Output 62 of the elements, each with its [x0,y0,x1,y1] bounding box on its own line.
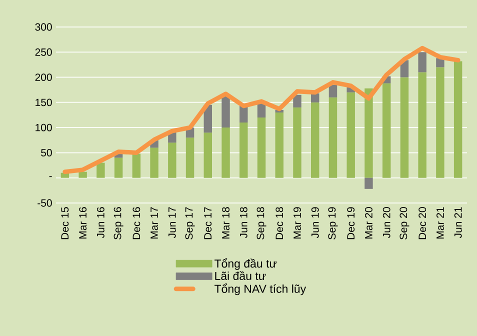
bar [364,178,373,189]
bar [240,122,248,178]
x-tick-label: Mar 16 [79,207,87,239]
bar [222,128,230,178]
bar [204,132,212,178]
x-tick-label: Jun 19 [311,207,319,238]
x-tick-label: Dec 16 [132,207,140,240]
x-tick-label: Sep 16 [114,207,124,240]
x-tick-label: Mar 21 [436,207,444,239]
y-tick-label: 250 [35,48,52,56]
x-tick-label: Sep 17 [185,207,195,240]
bar [78,172,87,178]
x-tick-label: Dec 15 [61,207,69,240]
x-tick-label: Mar 19 [294,207,301,239]
bar [328,84,338,98]
bar [275,112,284,178]
bar [418,52,426,72]
bar [222,96,230,128]
bar [114,158,123,178]
bar [132,154,141,178]
x-tick-label: Dec 19 [347,207,355,240]
x-tick-label: Dec 20 [418,207,426,240]
bar [186,138,194,178]
bar [382,83,391,178]
bar [96,162,105,178]
line-series [62,46,460,174]
y-tick-label: -50 [38,199,52,207]
bar [311,102,320,178]
x-tick-label: Jun 17 [168,207,176,238]
y-tick-label: 200 [35,74,52,81]
legend-label: Tổng NAV tích lũy [214,283,306,296]
x-tick-label: Mar 18 [222,207,230,239]
x-tick-label: Mar 17 [150,207,158,239]
x-tick-label: Sep 19 [328,207,338,240]
bar [328,97,338,178]
bar [364,88,373,178]
y-tick-label: 50 [41,148,52,156]
x-tick-label: Dec 18 [276,207,284,240]
y-tick-label: - [49,176,52,178]
x-tick-label: Sep 18 [256,207,266,240]
x-tick-label: Dec 17 [204,207,212,240]
bar [257,118,266,178]
x-tick-label: Mar 20 [365,207,372,239]
bar [454,61,462,178]
bar [168,142,176,178]
x-tick-label: Jun 16 [96,207,104,238]
bar [400,77,409,178]
bar [150,148,158,178]
bar [418,72,426,178]
bar [293,107,302,178]
x-tick-label: Jun 18 [240,207,248,238]
x-tick-label: Jun 20 [382,207,390,238]
bar [436,67,444,178]
x-tick-label: Sep 20 [400,207,410,240]
x-tick-label: Jun 21 [454,207,462,238]
legend-label: Tổng đầu tư [214,258,277,270]
y-tick-label: 100 [36,124,52,132]
bar [346,92,355,178]
y-tick-label: 150 [36,98,52,106]
bar [293,94,302,108]
y-tick-label: 300 [35,23,52,31]
legend-label: Lãi đầu tư [215,271,266,280]
